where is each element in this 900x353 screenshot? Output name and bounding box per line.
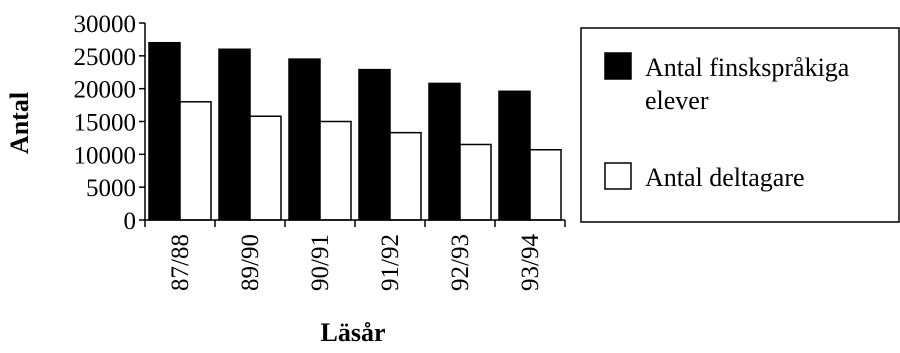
bar-finnish-pupils-87-88 xyxy=(148,41,181,221)
bar-participants-91-92 xyxy=(389,131,422,221)
bar-participants-87-88 xyxy=(179,101,212,221)
x-tick-label: 91/92 xyxy=(377,234,404,291)
legend-swatch xyxy=(604,162,632,190)
legend-swatch xyxy=(604,52,632,80)
bar-finnish-pupils-91-92 xyxy=(358,68,391,221)
x-tick-label: 93/94 xyxy=(517,234,544,291)
y-axis-title: Antal xyxy=(5,92,34,154)
x-axis-title: Läsår xyxy=(321,318,386,347)
y-tick-label: 30000 xyxy=(74,11,137,38)
legend: Antal finskspråkiga elever Antal deltagare xyxy=(580,27,900,223)
bar-participants-89-90 xyxy=(249,115,282,221)
x-tick-label: 92/93 xyxy=(447,234,474,291)
y-tick-label: 5000 xyxy=(86,175,136,202)
x-tick-label: 90/91 xyxy=(307,234,334,291)
bar-participants-90-91 xyxy=(319,120,352,221)
bar-finnish-pupils-89-90 xyxy=(218,48,251,221)
legend-label: elever xyxy=(645,86,709,115)
y-tick-label: 25000 xyxy=(74,44,137,71)
bar-finnish-pupils-90-91 xyxy=(288,58,321,221)
y-tick-label: 20000 xyxy=(74,77,137,104)
bar-finnish-pupils-92-93 xyxy=(428,82,461,221)
y-tick-label: 10000 xyxy=(74,142,137,169)
legend-label: Antal finskspråkiga xyxy=(645,53,850,82)
axes xyxy=(139,22,566,227)
legend-label: Antal deltagare xyxy=(645,163,805,192)
y-axis-tick-labels: 0 5000 10000 15000 20000 25000 30000 xyxy=(74,11,137,235)
bar-participants-93-94 xyxy=(529,148,562,221)
y-tick-label: 0 xyxy=(124,208,137,235)
bars xyxy=(148,41,562,221)
x-tick-label: 89/90 xyxy=(237,234,264,291)
bar-participants-92-93 xyxy=(459,143,492,221)
x-axis-tick-labels: 87/88 89/90 90/91 91/92 92/93 93/94 xyxy=(167,234,544,291)
bar-finnish-pupils-93-94 xyxy=(498,90,531,221)
y-tick-label: 15000 xyxy=(74,110,137,137)
x-tick-label: 87/88 xyxy=(167,234,194,291)
legend-frame xyxy=(580,27,900,223)
